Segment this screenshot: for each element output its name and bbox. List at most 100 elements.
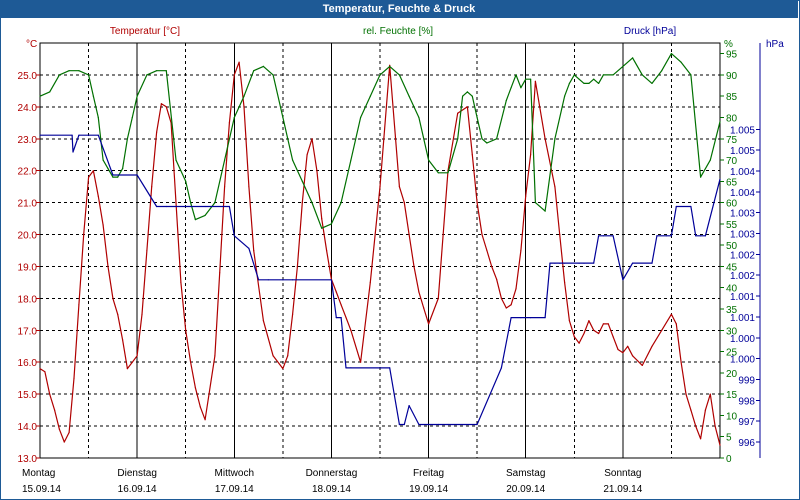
humidity-data-point [102, 159, 104, 161]
humidity-tick-label: 5 [726, 433, 732, 444]
temperature-data-point [418, 291, 420, 293]
pressure-data-point [612, 235, 614, 237]
temperature-data-point [627, 345, 629, 347]
humidity-data-point [505, 99, 507, 102]
temperature-data-point [165, 106, 167, 108]
pressure-data-point [398, 423, 400, 426]
pressure-axis-title: Druck [hPa] [624, 26, 676, 37]
temperature-data-point [568, 320, 571, 322]
temperature-data-point [360, 361, 362, 363]
pressure-data-point [704, 235, 707, 237]
humidity-tick-label: 65 [726, 177, 738, 188]
temperature-data-point [573, 336, 575, 338]
humidity-data-point [554, 138, 556, 140]
temperature-tick-label: 16.0 [18, 358, 38, 369]
humidity-data-point [641, 74, 643, 76]
humidity-data-point [122, 168, 124, 170]
humidity-data-point [360, 116, 362, 119]
temperature-data-point [49, 393, 51, 395]
temperature-data-point [612, 336, 614, 338]
pressure-tick-label: 1.005 [730, 125, 755, 136]
temperature-data-point [700, 438, 702, 440]
temperature-data-point [500, 297, 502, 299]
humidity-data-point [408, 95, 410, 97]
humidity-data-point [462, 95, 464, 97]
pressure-data-point [510, 317, 512, 319]
temperature-data-point [233, 74, 235, 76]
humidity-tick-label: 95 [726, 50, 738, 61]
humidity-data-point [131, 116, 133, 119]
humidity-tick-label: 25 [726, 348, 738, 359]
temperature-data-point [136, 355, 138, 357]
humidity-data-point [107, 168, 109, 170]
pressure-data-point [97, 134, 99, 136]
pressure-data-point [719, 178, 721, 180]
temperature-data-point [379, 186, 381, 188]
humidity-data-point [233, 116, 235, 119]
temperature-data-point [680, 361, 682, 363]
pressure-data-point [437, 423, 439, 426]
humidity-data-point [447, 172, 449, 174]
pressure-tick-label: 1.001 [730, 313, 755, 324]
humidity-data-point [49, 91, 51, 93]
temperature-data-point [632, 355, 634, 357]
temperature-data-point [369, 281, 371, 283]
temperature-data-point [151, 186, 153, 188]
temperature-data-point [311, 138, 313, 140]
temperature-data-point [583, 332, 585, 335]
temperature-data-point [326, 249, 328, 252]
pressure-tick-label: 1.001 [730, 292, 755, 303]
temperature-tick-label: 17.0 [18, 326, 38, 337]
humidity-data-point [78, 70, 80, 72]
temperature-data-point [466, 106, 468, 108]
temperature-data-point [471, 154, 473, 156]
pressure-series-line [40, 134, 721, 426]
pressure-tick-label: 997 [738, 417, 755, 428]
humidity-data-point [330, 223, 332, 225]
x-day-label: Freitag [413, 468, 444, 479]
humidity-data-point [520, 87, 522, 89]
pressure-data-point [345, 367, 347, 369]
humidity-data-point [530, 78, 532, 80]
humidity-tick-label: 20 [726, 369, 738, 380]
temperature-tick-label: 25.0 [18, 71, 38, 82]
temperature-data-point [675, 323, 677, 325]
humidity-data-point [58, 74, 61, 76]
temperature-axis-title: Temperatur [°C] [110, 26, 180, 37]
humidity-data-point [719, 121, 721, 123]
humidity-data-point [311, 202, 313, 204]
temperature-data-point [704, 409, 707, 411]
temperature-data-point [321, 218, 323, 220]
x-date-label: 21.09.14 [603, 484, 642, 495]
humidity-data-point [92, 95, 94, 97]
temperature-data-point [306, 154, 308, 156]
temperature-data-point [287, 355, 289, 357]
temperature-tick-label: 13.0 [18, 454, 38, 465]
x-date-label: 18.09.14 [312, 484, 351, 495]
humidity-tick-label: 35 [726, 305, 738, 316]
temperature-data-point [44, 371, 46, 373]
temperature-data-point [437, 297, 439, 299]
temperature-data-point [413, 265, 415, 268]
humidity-tick-label: 85 [726, 92, 738, 103]
pressure-data-point [350, 367, 352, 369]
humidity-data-point [457, 138, 459, 140]
temperature-data-point [622, 352, 624, 354]
pressure-data-point [389, 367, 391, 369]
humidity-data-point [564, 95, 566, 97]
pressure-data-point [71, 134, 73, 136]
pressure-data-point [602, 235, 605, 237]
pressure-data-point [564, 262, 566, 264]
temperature-data-point [544, 138, 546, 140]
temperature-data-point [534, 80, 537, 82]
temperature-data-point [335, 291, 337, 293]
pressure-data-point [675, 205, 677, 208]
pressure-data-point [544, 317, 546, 319]
temperature-data-point [243, 106, 245, 108]
x-date-label: 16.09.14 [118, 484, 157, 495]
temperature-data-point [194, 387, 196, 389]
humidity-data-point [428, 159, 430, 161]
temperature-data-point [117, 313, 119, 315]
humidity-data-point [568, 82, 571, 84]
temperature-data-point [219, 272, 221, 274]
